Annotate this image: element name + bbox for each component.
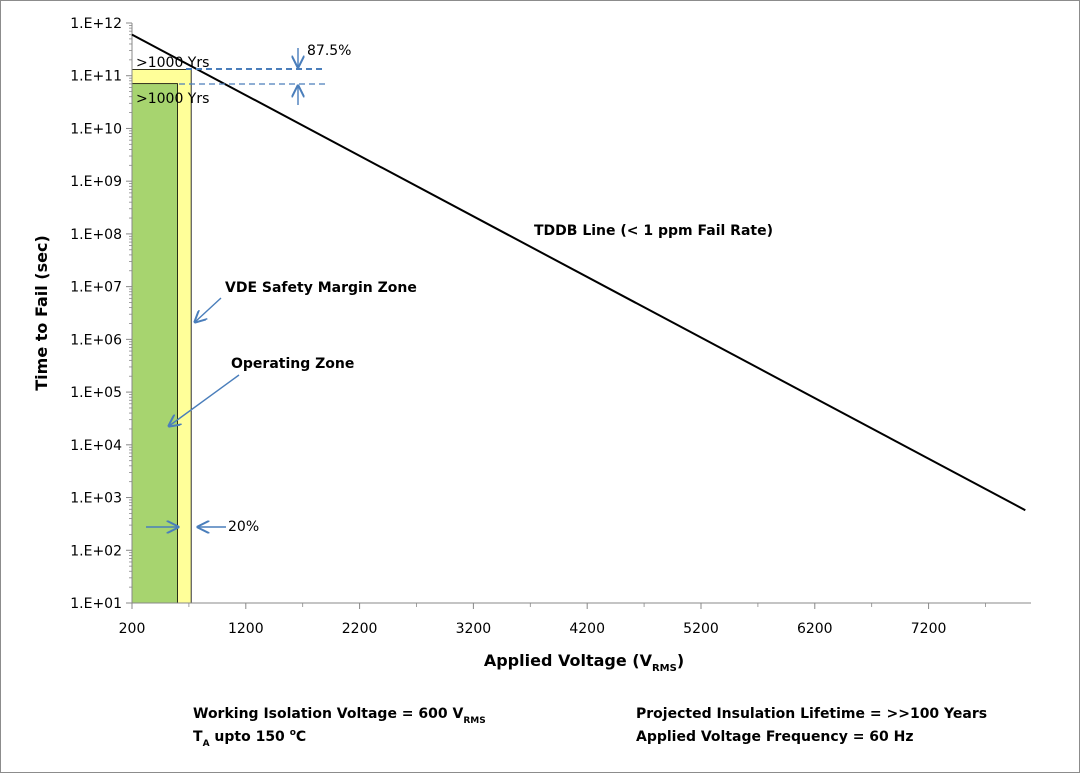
frequency-note: Applied Voltage Frequency = 60 Hz xyxy=(636,729,914,745)
yrs-lower-label: >1000 Yrs xyxy=(136,91,209,107)
operating-zone-arrow xyxy=(169,374,240,426)
y-tick-label: 1.E+07 xyxy=(70,280,122,296)
operating-zone xyxy=(131,83,178,604)
y-tick-label: 1.E+06 xyxy=(70,332,122,348)
series-layer xyxy=(131,33,1026,512)
lifetime-note: Projected Insulation Lifetime = >>100 Ye… xyxy=(636,706,987,722)
annotations-layer xyxy=(146,48,329,527)
vde-zone-arrow xyxy=(195,297,222,322)
x-axis-title: Applied Voltage (VRMS) xyxy=(484,651,684,674)
y-axis-title: Time to Fail (sec) xyxy=(32,235,51,391)
y-tick-label: 1.E+12 xyxy=(70,16,122,32)
y-tick-label: 1.E+02 xyxy=(70,543,122,559)
operating-zone-label: Operating Zone xyxy=(231,356,354,372)
pct-20-label: 20% xyxy=(228,519,259,535)
ticks-layer: 1.E+01 1.E+02 1.E+03 1.E+04 1.E+05 1.E+06 1.E+… xyxy=(70,16,986,637)
y-tick-label: 1.E+01 xyxy=(70,596,122,612)
x-tick-label: 3200 xyxy=(456,621,492,637)
x-tick-label: 4200 xyxy=(569,621,605,637)
y-tick-label: 1.E+09 xyxy=(70,174,122,190)
x-tick-label: 7200 xyxy=(911,621,947,637)
tddb-line-label: TDDB Line (< 1 ppm Fail Rate) xyxy=(534,223,773,239)
y-tick-label: 1.E+03 xyxy=(70,491,122,507)
x-tick-label: 6200 xyxy=(797,621,833,637)
ta-note: TA upto 150 oC xyxy=(193,728,306,749)
x-tick-label: 2200 xyxy=(342,621,378,637)
x-tick-label: 5200 xyxy=(683,621,719,637)
vde-zone-label: VDE Safety Margin Zone xyxy=(225,280,417,296)
y-tick-label: 1.E+05 xyxy=(70,385,122,401)
y-tick-label: 1.E+10 xyxy=(70,121,122,137)
y-tick-label: 1.E+08 xyxy=(70,227,122,243)
tddb-line xyxy=(131,33,1026,512)
y-tick-label: 1.E+04 xyxy=(70,438,122,454)
axes-layer xyxy=(131,23,1031,604)
pct-875-label: 87.5% xyxy=(307,43,351,59)
y-tick-label: 1.E+11 xyxy=(70,69,122,85)
x-tick-label: 1200 xyxy=(228,621,264,637)
working-voltage-note: Working Isolation Voltage = 600 VRMS xyxy=(193,706,486,726)
x-tick-label: 200 xyxy=(119,621,146,637)
yrs-upper-label: >1000 Yrs xyxy=(136,55,209,71)
zones-layer xyxy=(131,69,192,604)
